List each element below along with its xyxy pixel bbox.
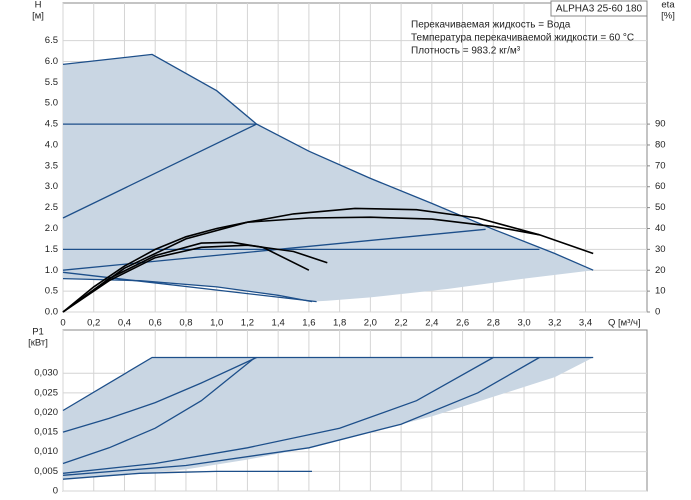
y-tick-label: 1.0: [45, 265, 58, 276]
y-axis-label: P1: [32, 327, 44, 338]
curve: [62, 271, 317, 303]
x-tick-label: 0,8: [179, 318, 192, 329]
y-axis-label: [кВт]: [28, 338, 48, 349]
y2-tick-label: 50: [655, 202, 666, 213]
x-tick-label: 1,2: [241, 318, 254, 329]
x-tick-label: 3,2: [548, 318, 561, 329]
y-tick-label: 5.0: [45, 98, 58, 109]
chart-title: ALPHA3 25-60 180: [556, 4, 643, 15]
y-tick-label: 4.0: [45, 139, 58, 150]
title-box: [550, 0, 648, 17]
operating-area: [63, 54, 594, 302]
curve: [62, 277, 313, 303]
annotation: Перекачиваемая жидкость = Вода: [411, 20, 571, 31]
curve: [62, 356, 257, 433]
x-tick-label: 1,0: [210, 318, 223, 329]
x-tick-label: 0,4: [118, 318, 131, 329]
y-axis-label: H: [35, 0, 42, 11]
curve: [62, 356, 594, 412]
y2-tick-label: 10: [655, 286, 666, 297]
curve: [62, 356, 494, 474]
annotation: Температура перекачиваемой жидкости = 60…: [411, 33, 634, 44]
y2-tick-label: 60: [655, 181, 666, 192]
y-tick-label: 0,020: [34, 407, 58, 418]
x-tick-label: 0,6: [149, 318, 162, 329]
curve: [62, 53, 594, 271]
y-tick-label: 5.5: [45, 77, 58, 88]
y2-tick-label: 90: [655, 119, 666, 130]
x-tick-label: 2,0: [364, 318, 377, 329]
annotation: Плотность = 983.2 кг/м³: [411, 46, 521, 57]
y-tick-label: 0.5: [45, 286, 58, 297]
operating-area: [63, 357, 594, 480]
curve: [62, 356, 256, 465]
y2-tick-label: 40: [655, 223, 666, 234]
x-tick-label: 1,4: [272, 318, 285, 329]
y2-tick-label: 70: [655, 160, 666, 171]
x-tick-label: 1,6: [302, 318, 315, 329]
x-tick-label: 2,2: [394, 318, 407, 329]
y-tick-label: 3.5: [45, 160, 58, 171]
y-tick-label: 2.0: [45, 223, 58, 234]
y-tick-label: 2.5: [45, 202, 58, 213]
x-tick-label: 1,8: [333, 318, 346, 329]
y-tick-label: 0.0: [45, 307, 58, 318]
y2-axis-label: eta: [661, 0, 675, 11]
curve: [62, 123, 257, 219]
x-tick-label: 3,4: [579, 318, 592, 329]
y2-tick-label: 0: [655, 307, 660, 318]
y2-tick-label: 30: [655, 244, 666, 255]
x-tick-label: 3,0: [517, 318, 530, 329]
x-tick-label: 0: [60, 318, 65, 329]
y-tick-label: 4.5: [45, 119, 58, 130]
y-axis-label: [м]: [32, 11, 44, 22]
y-tick-label: 1.5: [45, 244, 58, 255]
curve: [62, 470, 312, 480]
efficiency-curve: [62, 216, 540, 313]
curve: [62, 356, 540, 476]
y-tick-label: 0,025: [34, 387, 58, 398]
y-tick-label: 0,030: [34, 368, 58, 379]
x-tick-label: 0,2: [87, 318, 100, 329]
y-tick-label: 0: [53, 486, 58, 497]
x-tick-label: 2,8: [487, 318, 500, 329]
efficiency-curve: [62, 244, 328, 313]
x-axis-label: Q [м³/ч]: [608, 318, 641, 329]
y-tick-label: 3.0: [45, 181, 58, 192]
y-tick-label: 0,015: [34, 427, 58, 438]
y2-axis-label: [%]: [661, 11, 675, 22]
y-tick-label: 6.5: [45, 35, 58, 46]
y2-tick-label: 80: [655, 139, 666, 150]
y-tick-label: 0,005: [34, 466, 58, 477]
y2-tick-label: 20: [655, 265, 666, 276]
y-tick-label: 0,010: [34, 446, 58, 457]
x-tick-label: 2,6: [456, 318, 469, 329]
x-tick-label: 2,4: [425, 318, 438, 329]
y-tick-label: 6.0: [45, 56, 58, 67]
